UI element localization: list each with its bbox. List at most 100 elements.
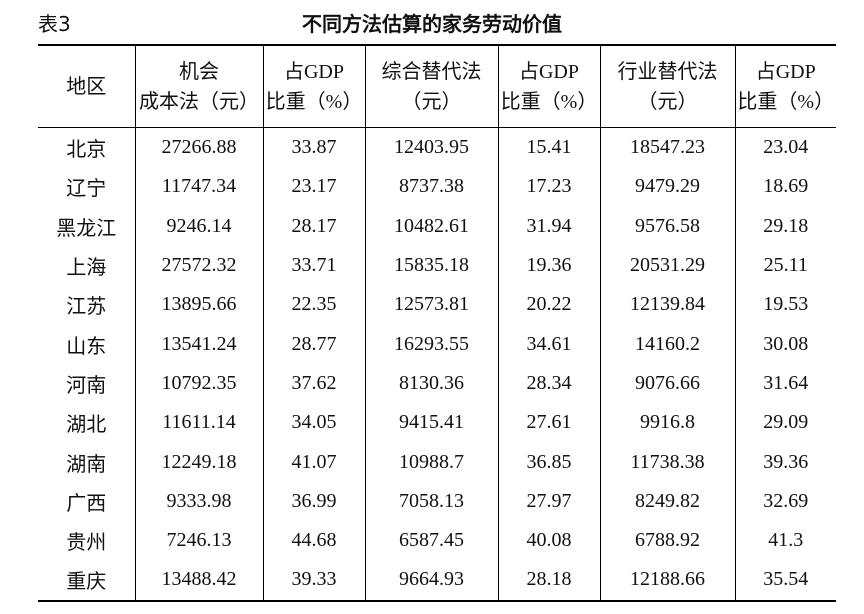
table-cell: 6788.92	[599, 520, 735, 561]
table-cell: 湖南	[66, 453, 107, 476]
table-cell: 41.3	[734, 520, 836, 561]
table-row: 河南 10792.35 37.62 8130.36 28.34 9076.66 31.64	[38, 363, 836, 404]
table-cell: 9333.98	[134, 481, 263, 521]
header-line: （元）	[401, 90, 462, 113]
table-cell: 15.41	[497, 127, 600, 168]
header-cell: 占GDP 比重（%）	[497, 45, 600, 128]
table-row: 北京 27266.88 33.87 12403.95 15.41 18547.23 23.0…	[38, 127, 836, 168]
header-cell: 占GDP 比重（%）	[734, 45, 836, 128]
table-cell: 17.23	[497, 167, 600, 207]
table-cell: 28.34	[497, 363, 600, 404]
table-cell: 上海	[66, 257, 107, 280]
table-cell: 河南	[66, 374, 107, 397]
table-cell: 9664.93	[364, 560, 498, 601]
table-cell: 7058.13	[364, 481, 498, 521]
table-cell: 23.04	[734, 127, 836, 168]
table-cell: 辽宁	[66, 178, 107, 201]
header-line: （元）	[637, 90, 698, 113]
table-cell: 28.77	[262, 324, 365, 364]
table-cell: 36.85	[497, 442, 600, 482]
header-line: 占GDP	[283, 60, 344, 83]
table-cell: 39.33	[262, 560, 365, 601]
table-row: 黑龙江 9246.14 28.17 10482.61 31.94 9576.58 29.18	[38, 206, 836, 246]
table-cell: 7246.13	[134, 520, 263, 561]
table-cell: 江苏	[66, 296, 107, 319]
table-cell: 33.87	[262, 127, 365, 168]
table-label: 表3	[38, 12, 71, 36]
table-cell: 20.22	[497, 285, 600, 325]
table-cell: 12249.18	[134, 442, 263, 482]
table-cell: 9916.8	[599, 403, 735, 443]
header-row: 地区 机会 成本法（元） 占GDP 比重（%） 综合替代法 （元） 占GDP 比重（%） 行业替代…	[38, 45, 836, 128]
table-cell: 广西	[66, 492, 107, 515]
table-cell: 12403.95	[364, 127, 498, 168]
table-cell: 12139.84	[599, 285, 735, 325]
header-line: 占GDP	[755, 60, 816, 83]
table-cell: 13541.24	[134, 324, 263, 364]
table-cell: 黑龙江	[56, 217, 117, 240]
table-row: 湖北 11611.14 34.05 9415.41 27.61 9916.8 29.09	[38, 403, 836, 443]
table-cell: 12573.81	[364, 285, 498, 325]
table-cell: 12188.66	[599, 560, 735, 601]
table-cell: 35.54	[734, 560, 836, 601]
header-cell: 行业替代法 （元）	[599, 45, 735, 128]
header-line: 综合替代法	[381, 60, 482, 83]
table-cell: 29.09	[734, 403, 836, 443]
table-cell: 9479.29	[599, 167, 735, 207]
table-cell: 31.64	[734, 363, 836, 404]
table-cell: 40.08	[497, 520, 600, 561]
table-cell: 39.36	[734, 442, 836, 482]
table-cell: 37.62	[262, 363, 365, 404]
table-row: 辽宁 11747.34 23.17 8737.38 17.23 9479.29 18.69	[38, 167, 836, 207]
table-cell: 27.61	[497, 403, 600, 443]
table-cell: 29.18	[734, 206, 836, 246]
table-cell: 19.36	[497, 245, 600, 286]
table-cell: 9076.66	[599, 363, 735, 404]
table-cell: 18547.23	[599, 127, 735, 168]
table-cell: 30.08	[734, 324, 836, 364]
table-cell: 北京	[66, 139, 107, 162]
table-cell: 31.94	[497, 206, 600, 246]
table-cell: 32.69	[734, 481, 836, 521]
table-cell: 19.53	[734, 285, 836, 325]
table-row: 山东 13541.24 28.77 16293.55 34.61 14160.2 30.08	[38, 324, 836, 364]
header-line: 比重（%）	[265, 90, 363, 113]
table-cell: 9415.41	[364, 403, 498, 443]
table-cell: 22.35	[262, 285, 365, 325]
table-body: 北京 27266.88 33.87 12403.95 15.41 18547.23 23.0…	[38, 127, 836, 601]
header-line: 成本法（元）	[139, 90, 259, 113]
table-cell: 25.11	[734, 245, 836, 286]
table-row: 上海 27572.32 33.71 15835.18 19.36 20531.29 25.1…	[38, 245, 836, 286]
table-cell: 10988.7	[364, 442, 498, 482]
header-line: 比重（%）	[500, 90, 598, 113]
table-cell: 湖北	[66, 414, 107, 437]
table-cell: 16293.55	[364, 324, 498, 364]
table-cell: 28.17	[262, 206, 365, 246]
table-row: 湖南 12249.18 41.07 10988.7 36.85 11738.38 39.36	[38, 442, 836, 482]
header-line: 比重（%）	[737, 90, 835, 113]
table-cell: 11747.34	[134, 167, 263, 207]
table-cell: 10792.35	[134, 363, 263, 404]
table-cell: 8737.38	[364, 167, 498, 207]
header-line: 机会	[179, 60, 219, 83]
header-cell: 占GDP 比重（%）	[262, 45, 365, 128]
header-line: 行业替代法	[617, 60, 718, 83]
table-cell: 27572.32	[134, 245, 263, 286]
table-cell: 9576.58	[599, 206, 735, 246]
table-cell: 27.97	[497, 481, 600, 521]
table-cell: 8249.82	[599, 481, 735, 521]
table-cell: 贵州	[66, 532, 107, 555]
header-cell: 机会成本法（元）	[134, 45, 263, 128]
header-cell: 综合替代法 （元）	[364, 45, 498, 128]
table-title: 不同方法估算的家务劳动价值	[302, 12, 562, 36]
table-cell: 11611.14	[134, 403, 263, 443]
table-row: 江苏 13895.66 22.35 12573.81 20.22 12139.84 19.5…	[38, 285, 836, 325]
table-cell: 41.07	[262, 442, 365, 482]
table-cell: 10482.61	[364, 206, 498, 246]
table-cell: 34.61	[497, 324, 600, 364]
table-cell: 33.71	[262, 245, 365, 286]
table-cell: 27266.88	[134, 127, 263, 168]
table-cell: 6587.45	[364, 520, 498, 561]
table-cell: 13488.42	[134, 560, 263, 601]
